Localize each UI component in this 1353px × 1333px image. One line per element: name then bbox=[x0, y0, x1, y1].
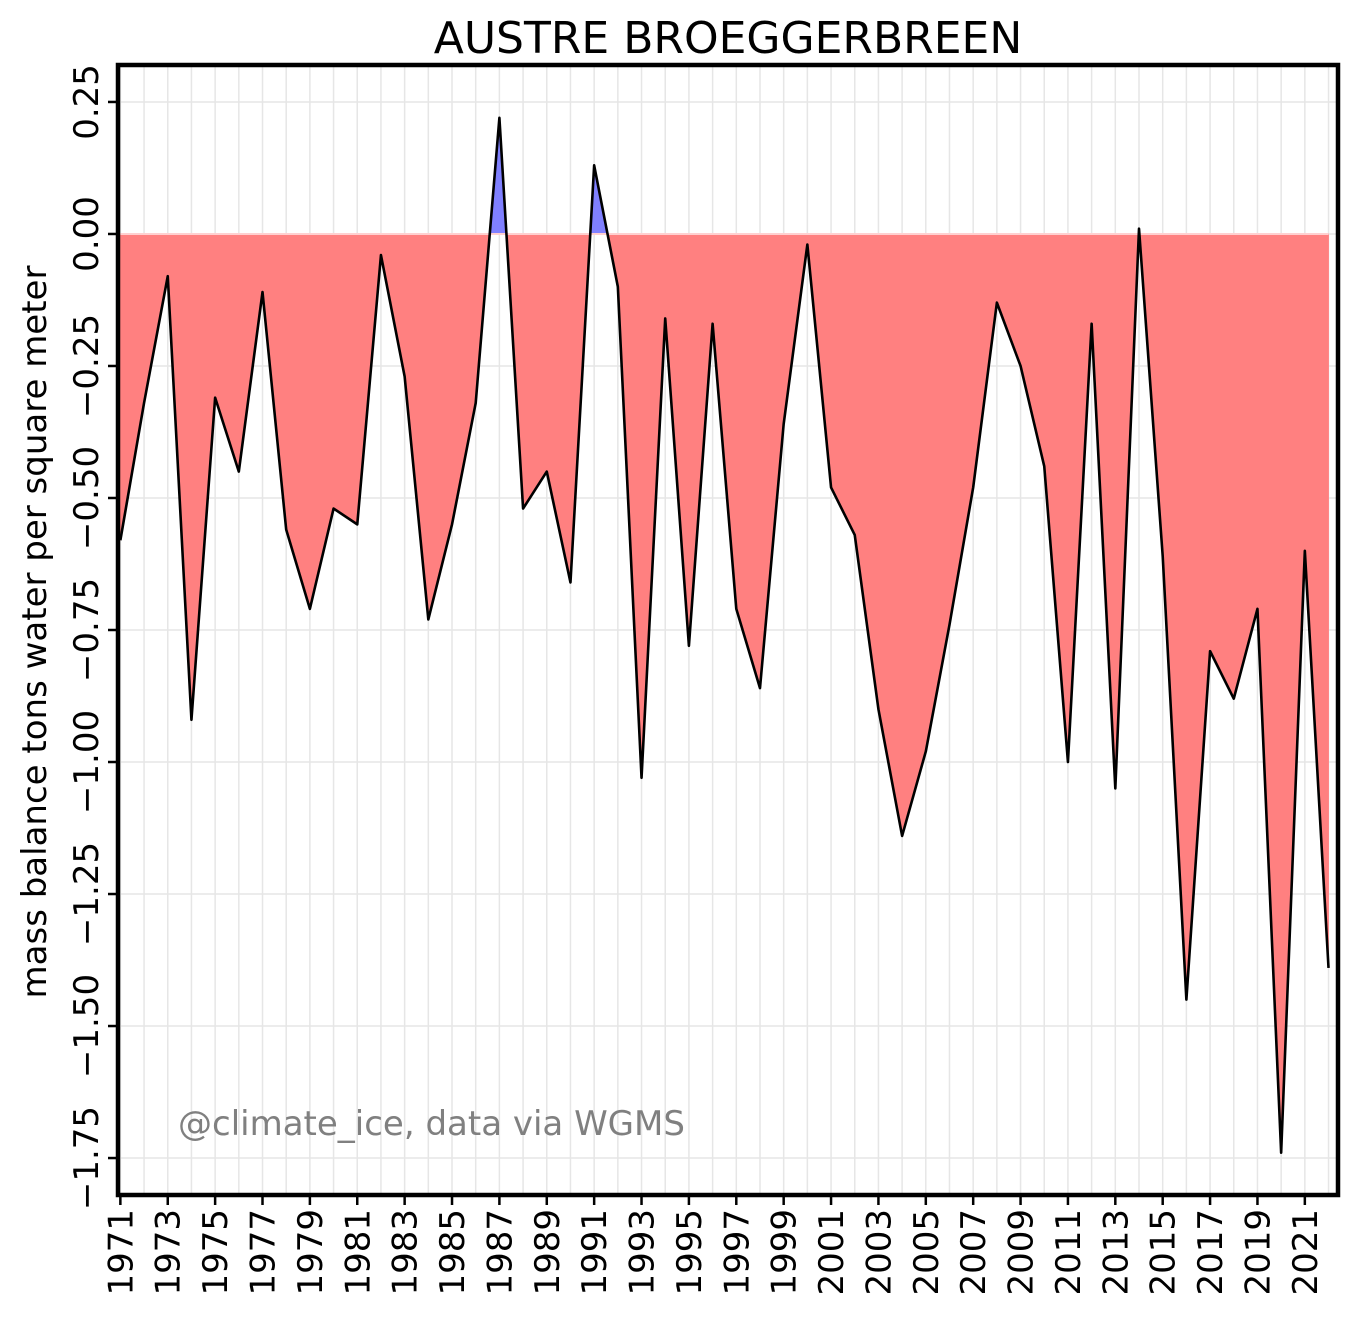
y-tick-label: −0.75 bbox=[67, 578, 107, 682]
chart-title: AUSTRE BROEGGERBREEN bbox=[434, 13, 1023, 64]
x-tick-label: 1999 bbox=[765, 1209, 805, 1296]
x-tick-label: 2007 bbox=[954, 1209, 994, 1296]
y-tick-label: −0.25 bbox=[67, 314, 107, 418]
x-tick-label: 1985 bbox=[433, 1209, 473, 1296]
negative-area bbox=[522, 233, 548, 510]
x-tick-label: 2019 bbox=[1238, 1209, 1278, 1296]
y-tick-label: −1.00 bbox=[67, 710, 107, 814]
x-tick-label: 2009 bbox=[1002, 1209, 1042, 1296]
x-tick-label: 1987 bbox=[480, 1209, 520, 1296]
negative-area bbox=[333, 233, 358, 526]
source-annotation: @climate_ice, data via WGMS bbox=[178, 1104, 685, 1144]
x-axis-ticks: 1971 1973 1975 1977 1979 1981 1983 1985 1987 1989… bbox=[101, 1195, 1326, 1296]
x-tick-label: 1997 bbox=[717, 1209, 757, 1296]
negative-area bbox=[451, 233, 477, 525]
negative-area bbox=[285, 233, 311, 609]
x-tick-label: 2013 bbox=[1096, 1209, 1136, 1296]
y-tick-label: −0.50 bbox=[67, 446, 107, 550]
x-tick-label: 1995 bbox=[670, 1209, 710, 1296]
negative-area bbox=[119, 233, 145, 541]
y-tick-label: −1.25 bbox=[67, 842, 107, 946]
negative-area bbox=[996, 233, 1021, 367]
negative-area bbox=[1233, 233, 1258, 699]
negative-area bbox=[191, 233, 216, 720]
x-tick-label: 2001 bbox=[812, 1209, 852, 1296]
x-tick-label: 2015 bbox=[1144, 1209, 1184, 1296]
negative-area bbox=[925, 233, 950, 752]
negative-area bbox=[949, 233, 974, 625]
x-tick-label: 1973 bbox=[149, 1209, 189, 1296]
x-tick-label: 1981 bbox=[338, 1209, 378, 1296]
mass-balance-line bbox=[119, 116, 1330, 1155]
x-tick-label: 1979 bbox=[291, 1209, 331, 1296]
negative-area bbox=[1020, 233, 1045, 467]
negative-area bbox=[901, 233, 927, 837]
x-tick-label: 1989 bbox=[528, 1209, 568, 1296]
area-fills bbox=[119, 117, 1329, 1153]
y-tick-label: 0.00 bbox=[67, 196, 107, 272]
y-tick-label: −1.50 bbox=[67, 974, 107, 1078]
x-tick-label: 2021 bbox=[1286, 1209, 1326, 1296]
x-tick-label: 1993 bbox=[623, 1209, 663, 1296]
x-tick-label: 1991 bbox=[575, 1209, 615, 1296]
negative-area bbox=[830, 233, 856, 536]
negative-area bbox=[404, 233, 429, 620]
y-tick-label: −1.75 bbox=[67, 1106, 107, 1210]
y-axis-ticks: −1.75 −1.50 −1.25 −1.00 −0.75 −0.50 −0.25 0.00 0… bbox=[67, 64, 118, 1210]
x-tick-label: 2017 bbox=[1191, 1209, 1231, 1296]
x-tick-label: 1975 bbox=[196, 1209, 236, 1296]
x-tick-label: 2005 bbox=[907, 1209, 947, 1296]
y-tick-label: 0.25 bbox=[67, 64, 107, 140]
x-tick-label: 1977 bbox=[244, 1209, 284, 1296]
x-tick-label: 1983 bbox=[386, 1209, 426, 1296]
negative-area bbox=[1209, 233, 1235, 699]
negative-area bbox=[972, 233, 998, 488]
x-tick-label: 1971 bbox=[101, 1209, 141, 1296]
x-tick-label: 2011 bbox=[1049, 1209, 1089, 1296]
negative-area bbox=[854, 233, 879, 710]
negative-area bbox=[427, 233, 453, 620]
negative-area bbox=[309, 233, 334, 609]
negative-area bbox=[1280, 233, 1306, 1153]
x-tick-label: 2003 bbox=[859, 1209, 899, 1296]
negative-area bbox=[878, 233, 903, 837]
y-axis-label: mass balance tons water per square meter bbox=[15, 266, 55, 999]
negative-area bbox=[1185, 233, 1211, 1000]
